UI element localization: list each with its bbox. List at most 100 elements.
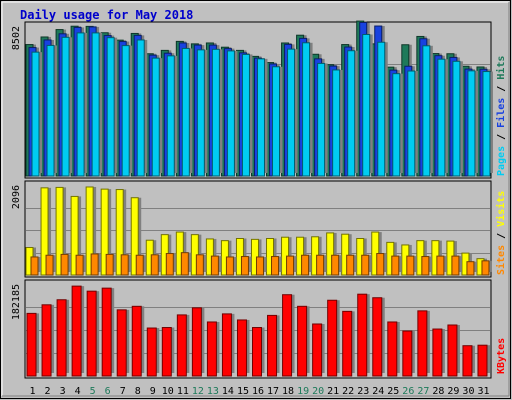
bar-kbytes	[86, 290, 97, 377]
bar-kbytes	[372, 297, 383, 377]
x-tick-label: 24	[372, 386, 384, 397]
bar-visits	[130, 197, 139, 276]
bar-sites	[165, 253, 174, 276]
x-tick-label: 9	[150, 386, 156, 397]
bar-sites	[346, 254, 355, 276]
bar-sites	[286, 255, 295, 276]
legend-kbytes: KBytes	[496, 338, 507, 374]
bar-pages	[31, 51, 40, 177]
bar-kbytes	[252, 327, 262, 377]
bar-sites	[331, 254, 340, 276]
x-tick-label: 8	[135, 386, 141, 397]
bar-kbytes	[312, 323, 323, 377]
x-tick-label: 14	[222, 386, 234, 397]
x-tick-label: 21	[327, 386, 339, 397]
bar-sites	[316, 254, 325, 276]
x-tick-label: 25	[387, 386, 399, 397]
x-tick-label: 13	[207, 386, 219, 397]
bar-pages	[226, 50, 235, 177]
bar-pages	[482, 71, 491, 177]
bar-kbytes	[56, 299, 67, 377]
bar-kbytes	[417, 310, 428, 377]
bar-kbytes	[191, 307, 202, 377]
x-tick-label: 6	[105, 386, 111, 397]
bar-pages	[46, 44, 55, 177]
bar-sites	[60, 253, 69, 276]
bar-pages	[287, 48, 296, 177]
bar-visits	[100, 188, 109, 276]
bar-visits	[341, 233, 350, 276]
panel-2: 2096	[11, 180, 492, 278]
x-tick-label: 27	[417, 386, 429, 397]
bar-visits	[40, 187, 49, 276]
x-tick-label: 30	[462, 386, 474, 397]
bar-pages	[121, 45, 130, 177]
legends: Pages / Files / Hits Sites / Visits KBytes	[495, 56, 507, 374]
bar-kbytes	[432, 328, 443, 377]
bar-sites	[195, 254, 204, 276]
bar-sites	[481, 260, 490, 276]
bar-sites	[436, 255, 445, 276]
bar-kbytes	[26, 312, 37, 377]
bar-visits	[326, 232, 335, 276]
x-tick-label: 10	[162, 386, 174, 397]
x-tick-label: 12	[192, 386, 204, 397]
bar-sites	[30, 256, 39, 276]
x-tick-label: 7	[120, 386, 126, 397]
bar-pages	[196, 49, 205, 177]
bar-pages	[136, 39, 145, 177]
bar-sites	[225, 256, 234, 276]
x-tick-label: 23	[357, 386, 369, 397]
x-tick-label: 17	[267, 386, 279, 397]
bar-sites	[391, 255, 400, 276]
bar-sites	[135, 254, 144, 276]
bar-sites	[105, 253, 114, 276]
bar-pages	[272, 66, 281, 177]
series-sites	[30, 252, 492, 276]
x-tick-label: 31	[477, 386, 489, 397]
x-tick-label: 19	[297, 386, 309, 397]
bar-visits	[85, 186, 94, 276]
bar-pages	[91, 32, 100, 177]
bar-pages	[347, 50, 356, 177]
bar-kbytes	[146, 327, 157, 377]
bar-pages	[422, 45, 431, 177]
bar-kbytes	[41, 304, 52, 377]
bar-pages	[151, 57, 160, 177]
bar-kbytes	[206, 321, 217, 377]
bar-pages	[106, 37, 115, 177]
bar-sites	[466, 261, 475, 276]
bar-sites	[406, 255, 415, 276]
bar-pages	[407, 70, 416, 177]
bar-pages	[452, 60, 461, 177]
bar-kbytes	[357, 293, 368, 377]
bar-pages	[166, 55, 175, 177]
series-kbytes	[26, 285, 490, 377]
series-pages	[31, 32, 493, 177]
bar-sites	[421, 256, 430, 276]
bar-sites	[90, 253, 99, 276]
bar-kbytes	[297, 305, 308, 377]
bar-pages	[332, 69, 341, 177]
y-max-label: 8502	[11, 26, 22, 50]
chart-panels: 8502 2096 182185	[11, 20, 493, 379]
bar-sites	[271, 256, 280, 276]
panel-1: 8502	[11, 20, 493, 179]
x-tick-label: 29	[447, 386, 459, 397]
legend-separator: /	[496, 80, 507, 98]
bar-pages	[317, 62, 326, 177]
bar-kbytes	[477, 344, 488, 377]
bar-kbytes	[71, 285, 82, 377]
x-tick-label: 4	[75, 386, 81, 397]
x-tick-label: 1	[30, 386, 36, 397]
bar-sites	[120, 254, 129, 276]
legend-visits: Visits	[495, 191, 507, 227]
bar-pages	[181, 47, 190, 177]
y-max-label: 182185	[11, 284, 22, 320]
bar-pages	[362, 34, 371, 177]
bar-pages	[211, 48, 220, 177]
legend-separator: /	[496, 227, 507, 245]
bar-sites	[255, 256, 264, 276]
